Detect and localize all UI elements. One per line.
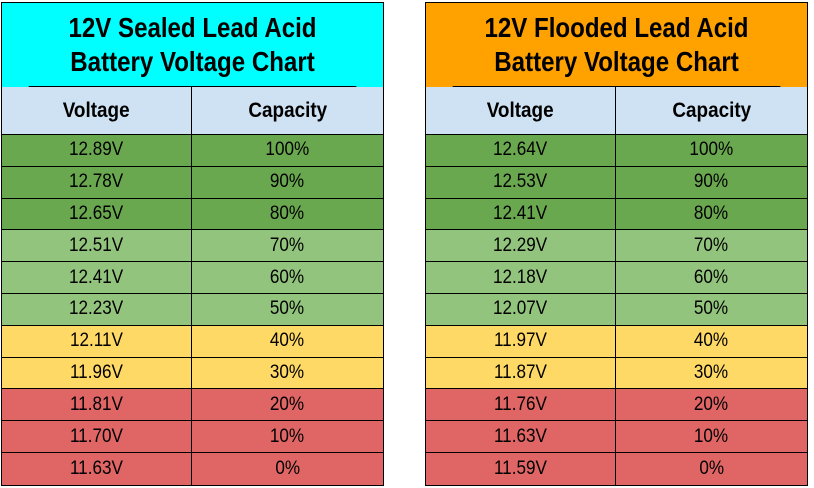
capacity-cell: 100%	[689, 139, 734, 161]
table-row: 12.18V 60%	[426, 262, 807, 294]
table-row: 12.89V 100%	[2, 135, 383, 167]
voltage-cell: 12.51V	[2, 230, 192, 262]
voltage-cell: 12.78V	[2, 166, 192, 198]
voltage-cell: 12.18V	[426, 262, 616, 293]
voltage-cell: 12.11V	[2, 325, 192, 357]
voltage-cell: 11.59V	[426, 452, 616, 485]
sealed-header-row: Voltage Capacity	[2, 87, 383, 135]
sealed-title: 12V Sealed Lead Acid Battery Voltage Cha…	[28, 3, 357, 87]
capacity-cell: 0%	[275, 457, 300, 479]
capacity-cell: 50%	[694, 298, 729, 320]
table-row: 12.51V 70%	[2, 230, 383, 263]
capacity-cell: 100%	[265, 139, 310, 161]
flooded-capacity-header: Capacity	[672, 98, 751, 122]
voltage-cell: 12.41V	[2, 262, 192, 293]
sealed-voltage-header: Voltage	[2, 87, 192, 134]
capacity-cell: 30%	[270, 361, 305, 383]
capacity-cell: 20%	[694, 393, 729, 415]
flooded-header-row: Voltage Capacity	[426, 87, 807, 135]
voltage-cell: 12.65V	[2, 198, 192, 230]
flooded-title-line1: 12V Flooded Lead Acid	[484, 11, 749, 43]
sealed-capacity-header: Capacity	[248, 98, 327, 122]
voltage-cell: 11.97V	[426, 325, 616, 357]
voltage-cell: 11.96V	[2, 357, 192, 389]
capacity-cell: 20%	[270, 393, 305, 415]
capacity-cell: 10%	[270, 425, 305, 447]
capacity-cell: 90%	[270, 171, 305, 193]
voltage-cell: 11.63V	[426, 421, 616, 452]
voltage-cell: 12.41V	[426, 198, 616, 230]
capacity-cell: 60%	[694, 266, 729, 288]
capacity-cell: 60%	[270, 266, 305, 288]
sealed-rows: 12.89V 100% 12.78V 90% 12.65V 80% 12.51V 70% 12.…	[2, 135, 383, 485]
capacity-cell: 0%	[699, 457, 724, 479]
voltage-cell: 11.63V	[2, 452, 192, 485]
table-row: 12.78V 90%	[2, 166, 383, 199]
table-row: 12.41V 60%	[2, 262, 383, 294]
flooded-voltage-header: Voltage	[426, 87, 616, 134]
table-row: 12.23V 50%	[2, 293, 383, 326]
capacity-cell: 30%	[694, 361, 729, 383]
capacity-cell: 10%	[694, 425, 729, 447]
voltage-cell: 12.64V	[426, 135, 616, 166]
capacity-cell: 40%	[694, 330, 729, 352]
voltage-cell: 11.76V	[426, 389, 616, 421]
voltage-cell: 11.87V	[426, 357, 616, 389]
table-row: 11.81V 20%	[2, 389, 383, 422]
voltage-cell: 11.81V	[2, 389, 192, 421]
flooded-title: 12V Flooded Lead Acid Battery Voltage Ch…	[452, 3, 781, 87]
table-row: 11.70V 10%	[2, 421, 383, 453]
table-row: 12.41V 80%	[426, 198, 807, 231]
flooded-title-banner: 12V Flooded Lead Acid Battery Voltage Ch…	[426, 3, 807, 87]
capacity-cell: 80%	[270, 202, 305, 224]
capacity-cell: 80%	[694, 202, 729, 224]
flooded-lead-acid-table: 12V Flooded Lead Acid Battery Voltage Ch…	[425, 2, 808, 486]
table-row: 12.29V 70%	[426, 230, 807, 263]
voltage-cell: 11.70V	[2, 421, 192, 452]
table-row: 11.87V 30%	[426, 357, 807, 390]
sealed-lead-acid-table: 12V Sealed Lead Acid Battery Voltage Cha…	[1, 2, 384, 486]
table-row: 12.53V 90%	[426, 166, 807, 199]
voltage-cell: 12.29V	[426, 230, 616, 262]
capacity-cell: 40%	[270, 330, 305, 352]
voltage-cell: 12.23V	[2, 293, 192, 325]
capacity-cell: 70%	[270, 234, 305, 256]
sealed-title-line2: Battery Voltage Chart	[70, 45, 315, 77]
table-row: 11.63V 10%	[426, 421, 807, 453]
table-row: 11.96V 30%	[2, 357, 383, 390]
flooded-rows: 12.64V 100% 12.53V 90% 12.41V 80% 12.29V 70% 12.…	[426, 135, 807, 485]
flooded-title-line2: Battery Voltage Chart	[494, 45, 739, 77]
sealed-title-banner: 12V Sealed Lead Acid Battery Voltage Cha…	[2, 3, 383, 87]
table-row: 11.59V 0%	[426, 452, 807, 485]
voltage-cell: 12.07V	[426, 293, 616, 325]
voltage-cell: 12.53V	[426, 166, 616, 198]
capacity-cell: 90%	[694, 171, 729, 193]
capacity-cell: 70%	[694, 234, 729, 256]
table-row: 12.11V 40%	[2, 325, 383, 358]
table-row: 12.07V 50%	[426, 293, 807, 326]
table-row: 11.97V 40%	[426, 325, 807, 358]
table-row: 11.76V 20%	[426, 389, 807, 422]
table-row: 12.64V 100%	[426, 135, 807, 167]
voltage-cell: 12.89V	[2, 135, 192, 166]
sealed-title-line1: 12V Sealed Lead Acid	[68, 11, 317, 43]
table-row: 11.63V 0%	[2, 452, 383, 485]
table-row: 12.65V 80%	[2, 198, 383, 231]
capacity-cell: 50%	[270, 298, 305, 320]
